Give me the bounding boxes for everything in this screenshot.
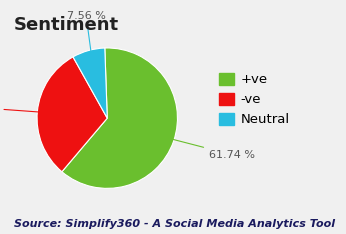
Wedge shape (37, 57, 107, 172)
Text: 61.74 %: 61.74 % (158, 135, 255, 160)
Text: 30.7 %: 30.7 % (0, 103, 54, 113)
Text: Source: Simplify360 - A Social Media Analytics Tool: Source: Simplify360 - A Social Media Ana… (14, 219, 335, 229)
Wedge shape (73, 48, 107, 118)
Legend: +ve, -ve, Neutral: +ve, -ve, Neutral (214, 67, 295, 132)
Text: Sentiment: Sentiment (14, 16, 119, 34)
Wedge shape (62, 48, 177, 188)
Text: 7.56 %: 7.56 % (67, 11, 106, 65)
